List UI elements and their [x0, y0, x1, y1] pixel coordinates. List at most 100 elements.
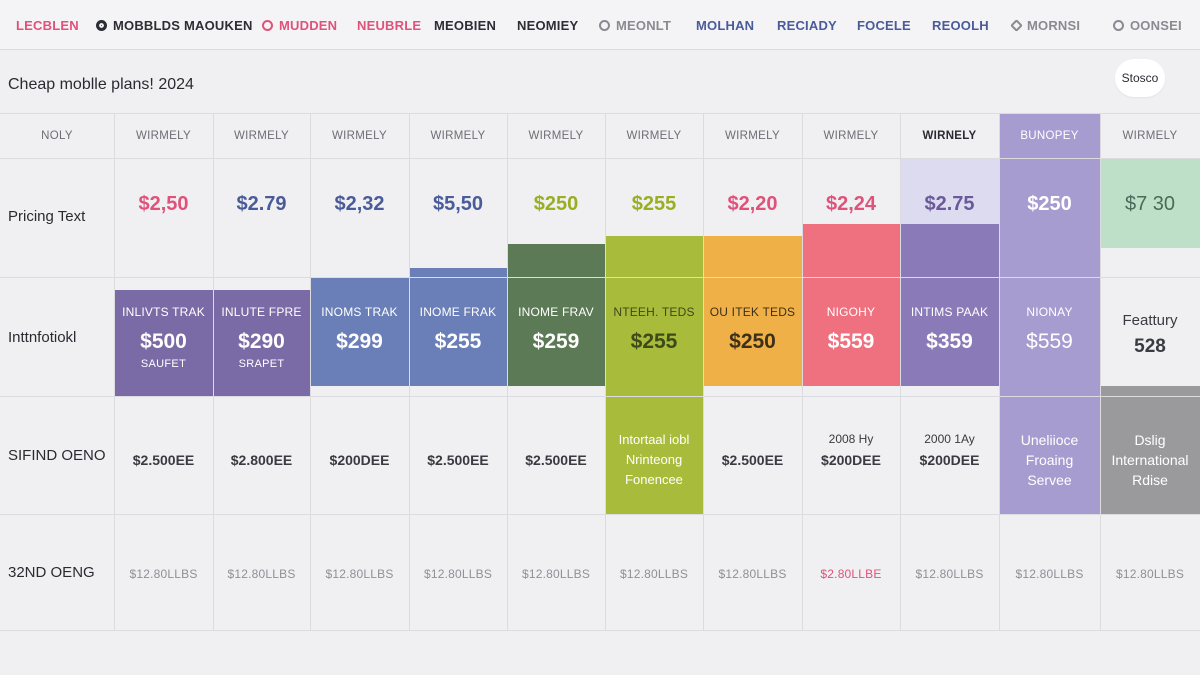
price-cell: $250	[1027, 192, 1072, 215]
nav-item-molhan[interactable]: MOLHAN	[696, 0, 754, 50]
second-cell: $12.80LLBS	[1115, 567, 1185, 581]
plan-price: $255	[630, 330, 678, 353]
nav-label: OONSEI	[1130, 17, 1182, 33]
plan-price: 528	[1134, 336, 1166, 357]
nav-item-oonsei[interactable]: OONSEI	[1113, 0, 1182, 50]
row-label-standard: SIFIND OENO	[8, 447, 106, 464]
grid-line	[0, 514, 1200, 515]
standard-cell: $2.500EE	[427, 452, 489, 468]
standard-cell-line: Dslig	[1134, 432, 1166, 448]
grid-line	[0, 396, 1200, 397]
nav-label: REOOLH	[932, 17, 989, 33]
nav-item-neubrle[interactable]: NEUBRLE	[357, 0, 421, 50]
column-header[interactable]: WIRNELY	[922, 130, 977, 142]
nav-item-reciady[interactable]: RECIADY	[777, 0, 837, 50]
plan-price: $299	[336, 330, 383, 353]
column-header[interactable]: WIRMELY	[332, 130, 387, 142]
column-header[interactable]: WIRMELY	[725, 130, 780, 142]
second-cell: $12.80LLBS	[619, 567, 689, 581]
nav-item-maouken[interactable]: MAOUKEN	[184, 0, 253, 50]
nav-item-focele[interactable]: FOCELE	[857, 0, 911, 50]
nav-item-neomiey[interactable]: NEOMIEY	[517, 0, 578, 50]
plan-name: INOME FRAK	[419, 305, 497, 319]
grid-line	[409, 114, 410, 630]
column-header[interactable]: WIRMELY	[528, 130, 584, 142]
col-10-block	[1000, 114, 1100, 514]
nav-label: MUDDEN	[279, 17, 338, 33]
nav-label: NEOMIEY	[517, 17, 579, 33]
grid-line	[703, 114, 704, 630]
column-header[interactable]: WIRMELY	[234, 130, 289, 142]
nav-label: MORNSI	[1027, 17, 1081, 33]
standard-cell-line: $200DEE	[919, 452, 980, 468]
standard-cell-line: Froaing	[1025, 452, 1074, 468]
col-3-info-block	[311, 278, 409, 386]
grid-line	[0, 630, 1200, 631]
column-header[interactable]: WIRMELY	[626, 130, 682, 142]
plan-price: $290	[238, 330, 285, 353]
plan-name: NIONAY	[1026, 305, 1073, 319]
plan-price: $250	[729, 330, 776, 353]
grid-line	[213, 114, 214, 630]
grid-line	[507, 114, 508, 630]
circle-dot-icon	[96, 19, 107, 31]
standard-cell-line: $200DEE	[821, 452, 881, 468]
nav-item-lecblen[interactable]: LECBLEN	[16, 0, 79, 50]
standard-cell: $2.800EE	[230, 452, 293, 468]
row-label-information: Inttnfotiokl	[8, 329, 77, 346]
plan-price: $259	[532, 330, 580, 353]
standard-cell-line: Servee	[1027, 472, 1072, 488]
diamond-icon	[1010, 18, 1023, 32]
price-cell: $2,32	[334, 192, 385, 215]
nav-item-reoolh[interactable]: REOOLH	[932, 0, 989, 50]
standard-cell-line: Uneliioce	[1020, 432, 1079, 448]
col-9-price-block	[901, 158, 999, 224]
plan-price: $359	[926, 330, 973, 353]
column-header[interactable]: WIRMELY	[430, 130, 486, 142]
nav-item-mobbdls[interactable]: MOBBLDS	[96, 0, 180, 50]
standard-cell: $200DEE	[329, 452, 390, 468]
stosco-button[interactable]: Stosco	[1115, 59, 1165, 97]
price-cell: $2,50	[138, 192, 189, 215]
row-label-pricing: Pricing Text	[8, 208, 86, 225]
plan-name: OU ITEK TEDS	[709, 305, 796, 319]
grid-line	[310, 114, 311, 630]
nav-item-mudden[interactable]: MUDDEN	[262, 0, 337, 50]
price-cell: $255	[631, 192, 677, 215]
standard-cell-line: 2008 Hy	[828, 432, 874, 446]
nav-label: MOBBLDS	[113, 17, 181, 33]
ring-icon	[262, 19, 273, 31]
nav-label: FOCELE	[857, 17, 911, 33]
column-header[interactable]: BUNOPEY	[1020, 130, 1079, 142]
grid-line	[0, 158, 1200, 159]
top-nav: LECBLEN MOBBLDS MAOUKEN MUDDEN NEUBRLE M…	[0, 0, 1200, 50]
nav-label: MEOBIEN	[434, 17, 497, 33]
second-cell: $12.80LLBS	[1015, 567, 1084, 581]
price-cell: $7 30	[1124, 192, 1176, 215]
nav-item-meonlt[interactable]: MEONLT	[599, 0, 671, 50]
nav-label: NEUBRLE	[357, 17, 422, 33]
standard-cell-line: 2000 1Ay	[924, 432, 975, 446]
plan-price: $559	[1026, 330, 1073, 353]
col-11-price-block	[1101, 158, 1200, 248]
grid-line	[900, 114, 901, 630]
col-4-info-block	[409, 268, 507, 386]
second-cell: $12.80LLBS	[521, 567, 591, 581]
nav-item-meobien[interactable]: MEOBIEN	[434, 0, 496, 50]
column-header[interactable]: WIRMELY	[823, 130, 879, 142]
col-8-info-block	[803, 224, 901, 386]
grid-line	[999, 114, 1000, 630]
price-cell: $2.79	[236, 192, 287, 215]
price-cell: $2.75	[924, 192, 975, 215]
column-header[interactable]: WIRMELY	[136, 130, 191, 142]
col-9-info-block	[901, 224, 999, 386]
second-cell: $12.80LLBS	[227, 567, 296, 581]
second-cell: $12.80LLBS	[129, 567, 198, 581]
plan-name: Feattury	[1122, 311, 1178, 329]
column-header[interactable]: WIRMELY	[1122, 130, 1178, 142]
nav-label: MAOUKEN	[184, 17, 253, 33]
nav-item-mornsi[interactable]: MORNSI	[1010, 0, 1081, 50]
standard-cell-line: International	[1111, 452, 1189, 468]
page-title: Cheap moblle plans! 2024	[8, 76, 194, 93]
row-label-second: 32ND OENG	[8, 564, 95, 581]
